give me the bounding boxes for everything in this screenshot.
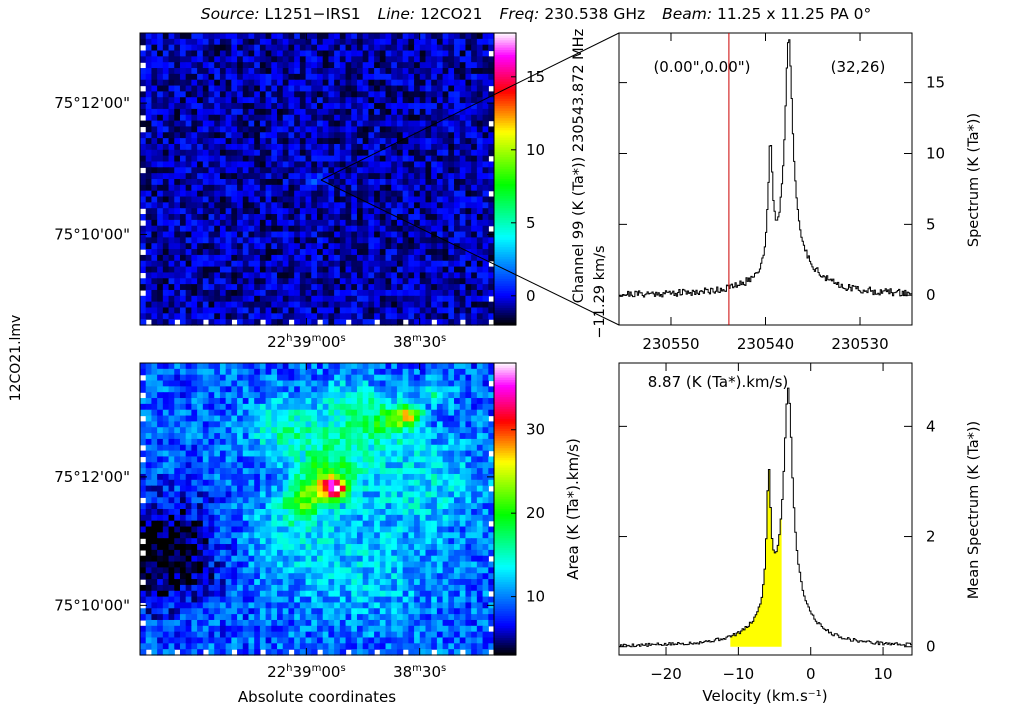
zoom-line-bottom — [320, 179, 620, 326]
colorbar-tick-label: 10 — [526, 588, 545, 606]
ra-tick-label: 38m30s — [393, 663, 446, 681]
integrated-area-fill — [730, 469, 782, 647]
x-tick-label: −10 — [723, 665, 755, 683]
mean-spectrum-title: 8.87 (K (Ta*).km/s) — [648, 373, 789, 391]
x-tick-label: 230550 — [642, 335, 699, 353]
area-map-xlabel: Absolute coordinates — [238, 688, 396, 706]
channel-map-axes: 22h39m00s 38m30s 75°12'00" 75°10'00" — [54, 33, 494, 351]
spectrum-line — [619, 39, 913, 298]
spectrum-channel-label: Channel 99 (K (Ta*)) 230543.872 MHz — [571, 29, 587, 303]
area-map-axes: 22h39m00s 38m30s 75°12'00" 75°10'00" — [54, 363, 494, 681]
side-label: 12CO21.lmv — [8, 315, 24, 402]
y-tick-label: 10 — [926, 144, 945, 162]
spectrum-pixel-label: (32,26) — [831, 58, 886, 76]
y-tick-label: 5 — [926, 215, 936, 233]
colorbar-tick-label: 0 — [526, 287, 536, 305]
colorbar-tick-label: 30 — [526, 421, 545, 439]
channel-map-image[interactable] — [140, 33, 495, 326]
x-tick-label: 0 — [806, 665, 816, 683]
x-tick-label: 10 — [874, 665, 893, 683]
mean-spectrum-panel: −20 −10 0 10 0 2 4 8.87 (K (Ta*).km/s) Velocit… — [618, 362, 982, 705]
dec-tick-label: 75°12'00" — [54, 94, 130, 112]
ra-tick-label: 22h39m00s — [267, 663, 346, 681]
mean-spectrum-ylabel: Mean Spectrum (K (Ta*)) — [966, 421, 982, 599]
mean-spectrum-xlabel: Velocity (km.s⁻¹) — [702, 687, 827, 705]
area-map-colorbar: 10 20 30 Area (K (Ta*).km/s) — [493, 362, 582, 656]
spectrum-frame — [618, 32, 913, 326]
dec-tick-label: 75°10'00" — [54, 596, 130, 614]
spectrum-panel: 230550 230540 230530 0 5 10 15 (0.00",0.00") (… — [571, 29, 982, 353]
x-tick-label: 230540 — [737, 335, 794, 353]
ra-tick-label: 22h39m00s — [267, 333, 346, 351]
spectrum-position-label: (0.00",0.00") — [653, 58, 750, 76]
dec-tick-label: 75°10'00" — [54, 225, 130, 243]
x-tick-label: 230530 — [831, 335, 888, 353]
area-map-image[interactable] — [140, 363, 495, 656]
y-tick-label: 4 — [926, 417, 936, 435]
colorbar-tick-label: 20 — [526, 504, 545, 522]
dec-tick-label: 75°12'00" — [54, 468, 130, 486]
spectrum-line — [619, 387, 913, 648]
colorbar-title: Area (K (Ta*).km/s) — [564, 438, 582, 580]
colorbar-tick-label: 5 — [526, 214, 536, 232]
area-map-panel: 22h39m00s 38m30s 75°12'00" 75°10'00" Absolu… — [54, 362, 582, 706]
x-tick-label: −20 — [650, 665, 682, 683]
zoom-line-top — [320, 32, 620, 181]
spectrum-plot[interactable]: 230550 230540 230530 0 5 10 15 — [619, 33, 945, 353]
colorbar-tick-label: 10 — [526, 141, 545, 159]
spectrum-ylabel: Spectrum (K (Ta*)) — [966, 113, 982, 247]
y-tick-label: 2 — [926, 528, 936, 546]
y-tick-label: 0 — [926, 286, 936, 304]
spectrum-velocity-label: −11.29 km/s — [592, 245, 608, 338]
mean-spectrum-plot[interactable]: −20 −10 0 10 0 2 4 — [619, 363, 936, 683]
y-tick-label: 15 — [926, 74, 945, 92]
ra-tick-label: 38m30s — [393, 333, 446, 351]
y-tick-label: 0 — [926, 638, 936, 656]
header-title: Source: L1251−IRS1 Line: 12CO21 Freq: 23… — [201, 5, 871, 23]
